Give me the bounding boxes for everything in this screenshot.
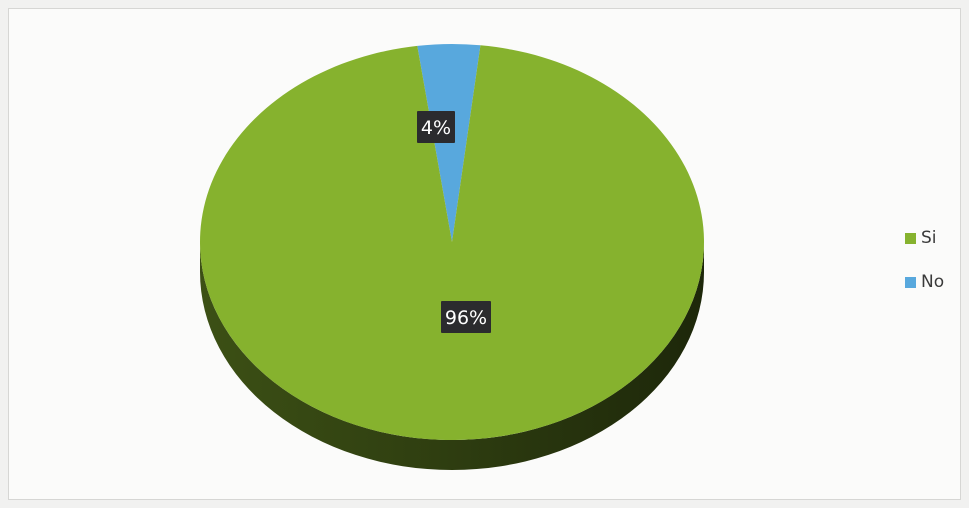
legend-item-no: No <box>905 270 965 294</box>
legend-swatch-si <box>905 232 916 244</box>
data-label-box <box>417 111 455 143</box>
legend-label-no: No <box>921 272 945 292</box>
data-label-text: 4% <box>421 117 451 139</box>
legend-swatch-no <box>905 276 916 288</box>
chart-legend: Si No <box>905 226 965 314</box>
legend-item-si: Si <box>905 226 965 250</box>
legend-label-si: Si <box>921 228 937 248</box>
pie-slice-si <box>200 45 705 441</box>
data-label-si: 96% <box>441 301 491 333</box>
data-label-box <box>441 301 491 333</box>
data-label-text: 96% <box>445 307 487 329</box>
data-label-no: 4% <box>417 111 455 143</box>
